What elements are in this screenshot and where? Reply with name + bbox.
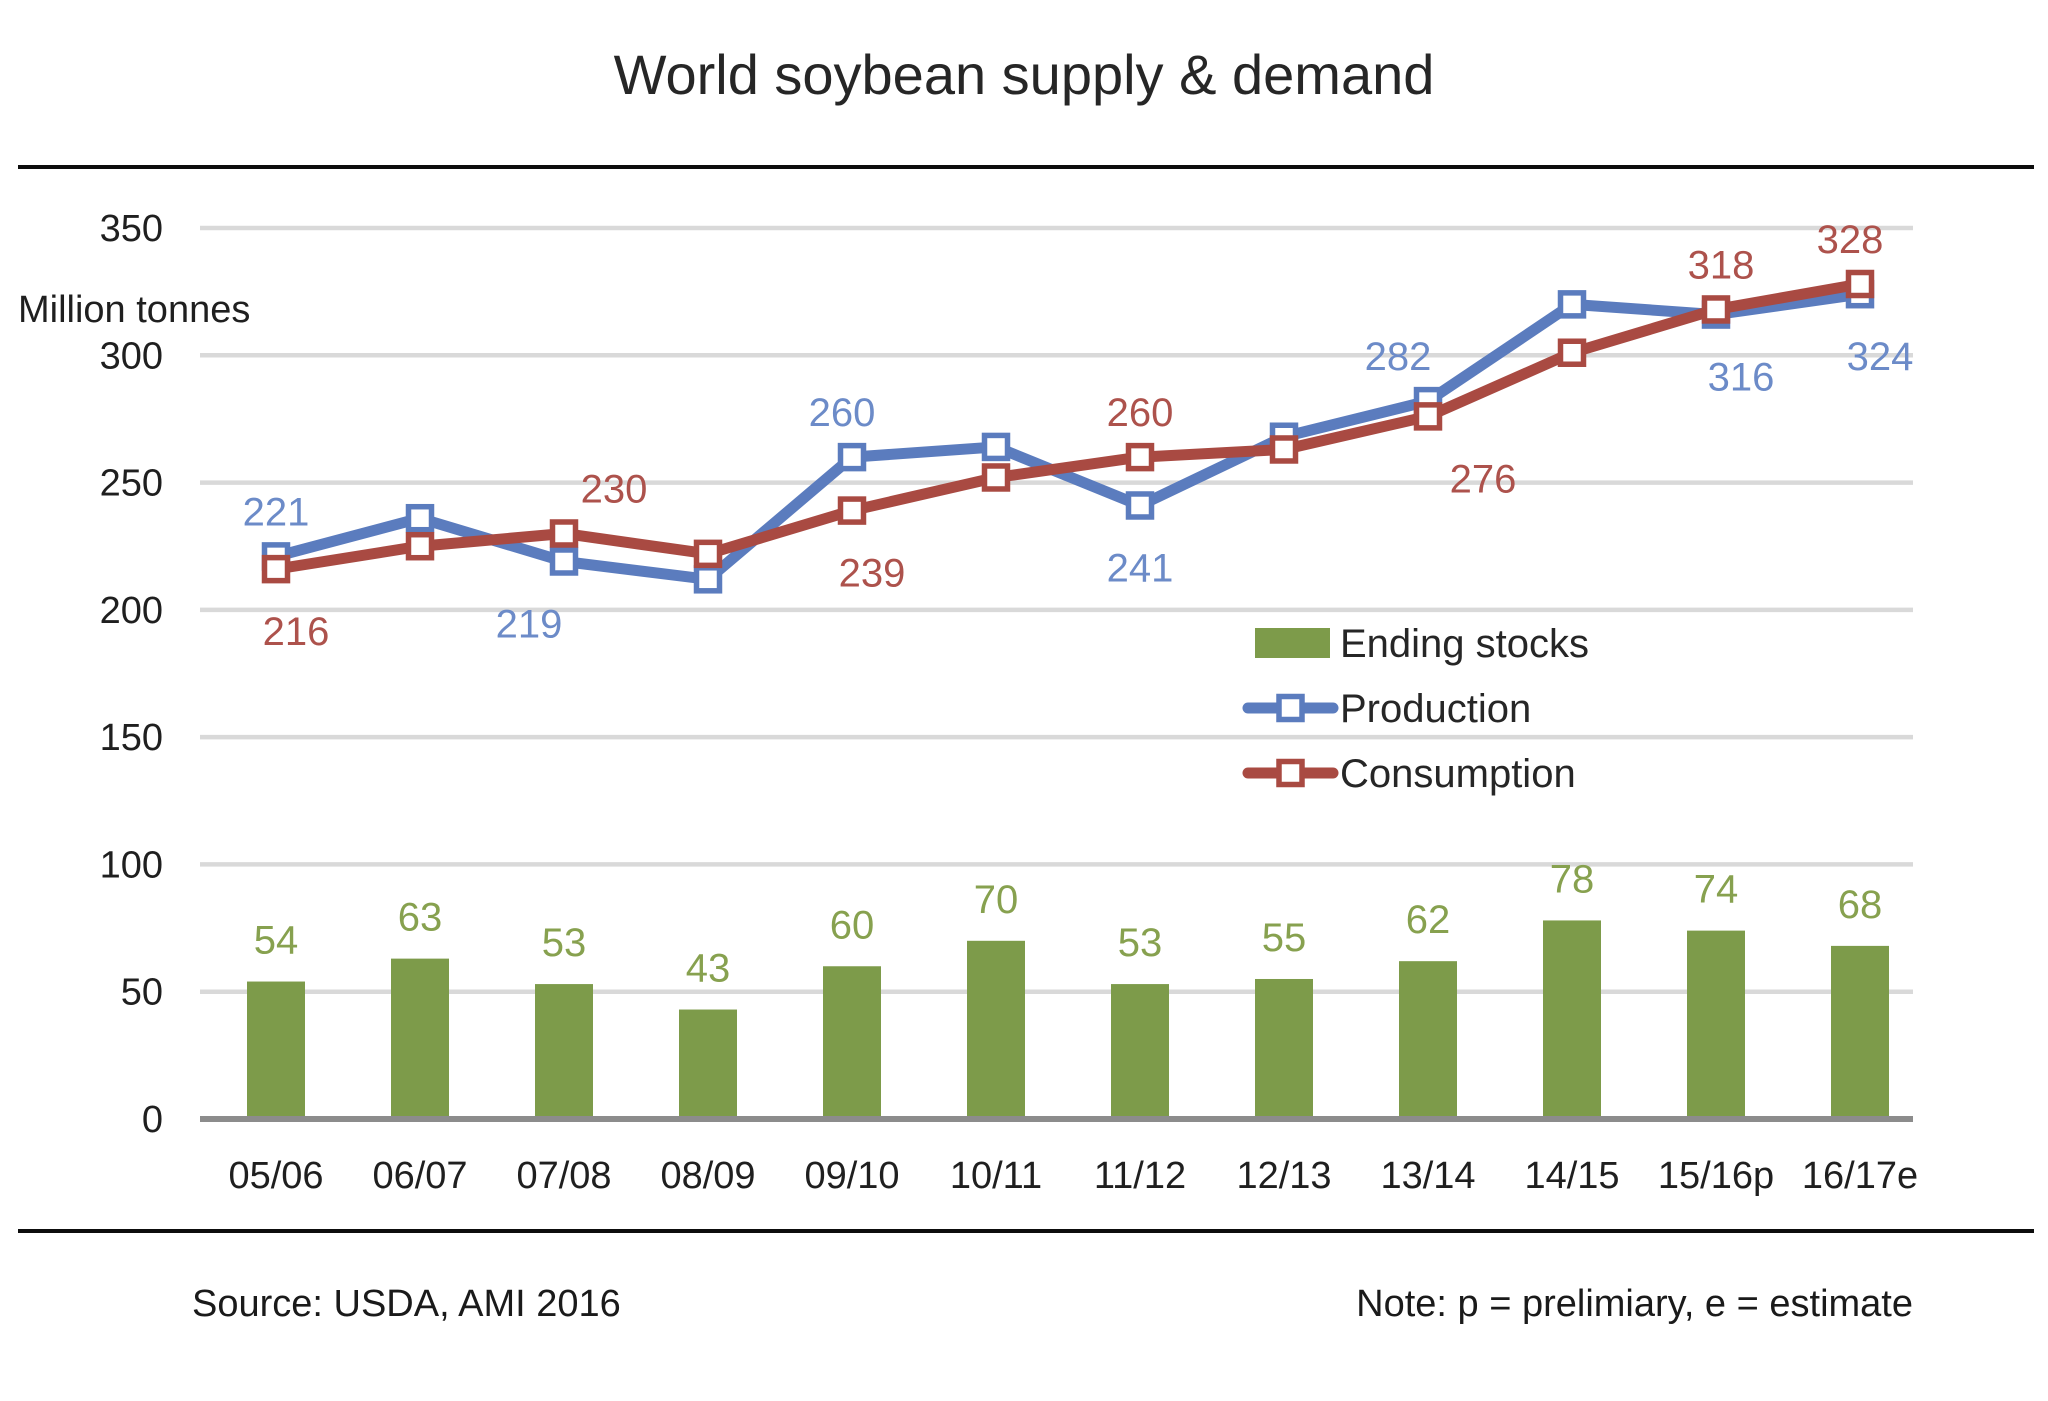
consumption-marker-16/17e — [1845, 269, 1875, 299]
legend-label-consumption: Consumption — [1340, 752, 1576, 796]
x-axis-label-15/16p: 15/16p — [1658, 1155, 1774, 1197]
legend-swatch-ending_stocks — [1255, 628, 1330, 658]
top-rule — [18, 165, 2034, 169]
consumption-marker-13/14 — [1413, 402, 1443, 431]
consumption-line — [270, 278, 1866, 575]
bar-label-08/09: 43 — [686, 947, 731, 991]
consumption-marker-15/16p — [1701, 295, 1731, 324]
legend-label-production: Production — [1340, 687, 1531, 731]
x-axis-label-06/07: 06/07 — [372, 1155, 467, 1197]
production-label-09/10: 260 — [809, 391, 876, 435]
bar-label-15/16p: 74 — [1694, 868, 1739, 912]
bar-ending-stocks-07/08 — [535, 984, 593, 1119]
bar-ending-stocks-06/07 — [391, 958, 449, 1119]
production-line — [270, 288, 1866, 585]
bar-ending-stocks-11/12 — [1111, 984, 1169, 1119]
source-text: Source: USDA, AMI 2016 — [192, 1283, 621, 1325]
bar-ending-stocks-05/06 — [247, 981, 305, 1119]
bar-ending-stocks-10/11 — [967, 940, 1025, 1119]
bar-label-09/10: 60 — [830, 903, 875, 947]
y-axis-tick-300: 300 — [100, 335, 163, 377]
bar-label-05/06: 54 — [254, 919, 299, 963]
consumption-label-07/08: 230 — [581, 467, 648, 511]
production-label-15/16p: 316 — [1708, 356, 1775, 400]
consumption-marker-08/09 — [693, 539, 723, 569]
consumption-marker-09/10 — [837, 496, 867, 525]
y-axis-tick-0: 0 — [142, 1099, 163, 1141]
consumption-marker-14/15 — [1557, 338, 1587, 367]
x-axis-label-07/08: 07/08 — [516, 1155, 611, 1197]
bottom-rule — [18, 1229, 2034, 1233]
bar-ending-stocks-08/09 — [679, 1009, 737, 1119]
x-axis-label-16/17e: 16/17e — [1802, 1155, 1918, 1197]
x-axis-label-14/15: 14/15 — [1524, 1155, 1619, 1197]
consumption-label-09/10: 239 — [839, 552, 906, 596]
y-axis-tick-350: 350 — [100, 208, 163, 250]
production-label-13/14: 282 — [1365, 335, 1432, 379]
y-axis-unit-label: Million tonnes — [18, 289, 250, 331]
consumption-marker-07/08 — [549, 519, 579, 548]
x-axis-label-09/10: 09/10 — [804, 1155, 899, 1197]
consumption-label-13/14: 276 — [1450, 457, 1517, 501]
consumption-marker-06/07 — [405, 531, 435, 561]
production-label-11/12: 241 — [1107, 546, 1174, 590]
bar-ending-stocks-15/16p — [1687, 930, 1745, 1119]
production-marker-08/09 — [693, 565, 723, 594]
legend-marker-production — [1276, 693, 1305, 723]
bar-ending-stocks-16/17e — [1831, 945, 1889, 1119]
chart-title: World soybean supply & demand — [613, 43, 1435, 106]
consumption-marker-10/11 — [981, 463, 1011, 492]
consumption-label-16/17e: 328 — [1817, 218, 1884, 262]
bar-label-07/08: 53 — [542, 921, 587, 965]
bar-label-13/14: 62 — [1406, 898, 1451, 942]
bar-label-14/15: 78 — [1550, 857, 1595, 901]
y-axis-tick-250: 250 — [100, 463, 163, 505]
production-label-16/17e: 324 — [1847, 335, 1914, 379]
y-axis-tick-150: 150 — [100, 717, 163, 759]
y-axis-tick-100: 100 — [100, 844, 163, 886]
consumption-label-15/16p: 318 — [1688, 243, 1755, 287]
consumption-marker-11/12 — [1125, 442, 1155, 472]
legend-marker-consumption — [1276, 758, 1305, 788]
production-marker-06/07 — [405, 503, 435, 533]
production-marker-11/12 — [1125, 491, 1155, 520]
production-label-05/06: 221 — [243, 490, 310, 534]
production-marker-09/10 — [837, 442, 867, 472]
consumption-marker-05/06 — [261, 554, 291, 584]
bar-label-16/17e: 68 — [1838, 883, 1883, 927]
x-axis-label-10/11: 10/11 — [950, 1155, 1042, 1197]
bar-ending-stocks-13/14 — [1399, 961, 1457, 1119]
bar-ending-stocks-14/15 — [1543, 920, 1601, 1119]
bar-ending-stocks-09/10 — [823, 966, 881, 1119]
production-marker-14/15 — [1557, 290, 1587, 319]
consumption-label-05/06: 216 — [263, 610, 330, 654]
x-axis-label-11/12: 11/12 — [1094, 1155, 1186, 1197]
y-axis-tick-200: 200 — [100, 590, 163, 632]
consumption-label-11/12: 260 — [1107, 391, 1174, 435]
consumption-marker-12/13 — [1269, 435, 1299, 464]
x-axis-label-13/14: 13/14 — [1380, 1155, 1475, 1197]
bar-ending-stocks-12/13 — [1255, 978, 1313, 1119]
production-marker-10/11 — [981, 432, 1011, 462]
legend-label-ending_stocks: Ending stocks — [1340, 622, 1589, 666]
production-marker-07/08 — [549, 547, 579, 576]
x-axis-label-12/13: 12/13 — [1236, 1155, 1331, 1197]
x-axis-label-08/09: 08/09 — [660, 1155, 755, 1197]
bar-label-10/11: 70 — [974, 878, 1019, 922]
bar-label-11/12: 53 — [1118, 921, 1163, 965]
y-axis-tick-50: 50 — [121, 972, 163, 1014]
bar-label-12/13: 55 — [1262, 916, 1307, 960]
note-text: Note: p = prelimiary, e = estimate — [1356, 1283, 1913, 1325]
production-label-07/08: 219 — [496, 602, 563, 646]
x-axis-label-05/06: 05/06 — [228, 1155, 323, 1197]
bar-label-06/07: 63 — [398, 896, 443, 940]
